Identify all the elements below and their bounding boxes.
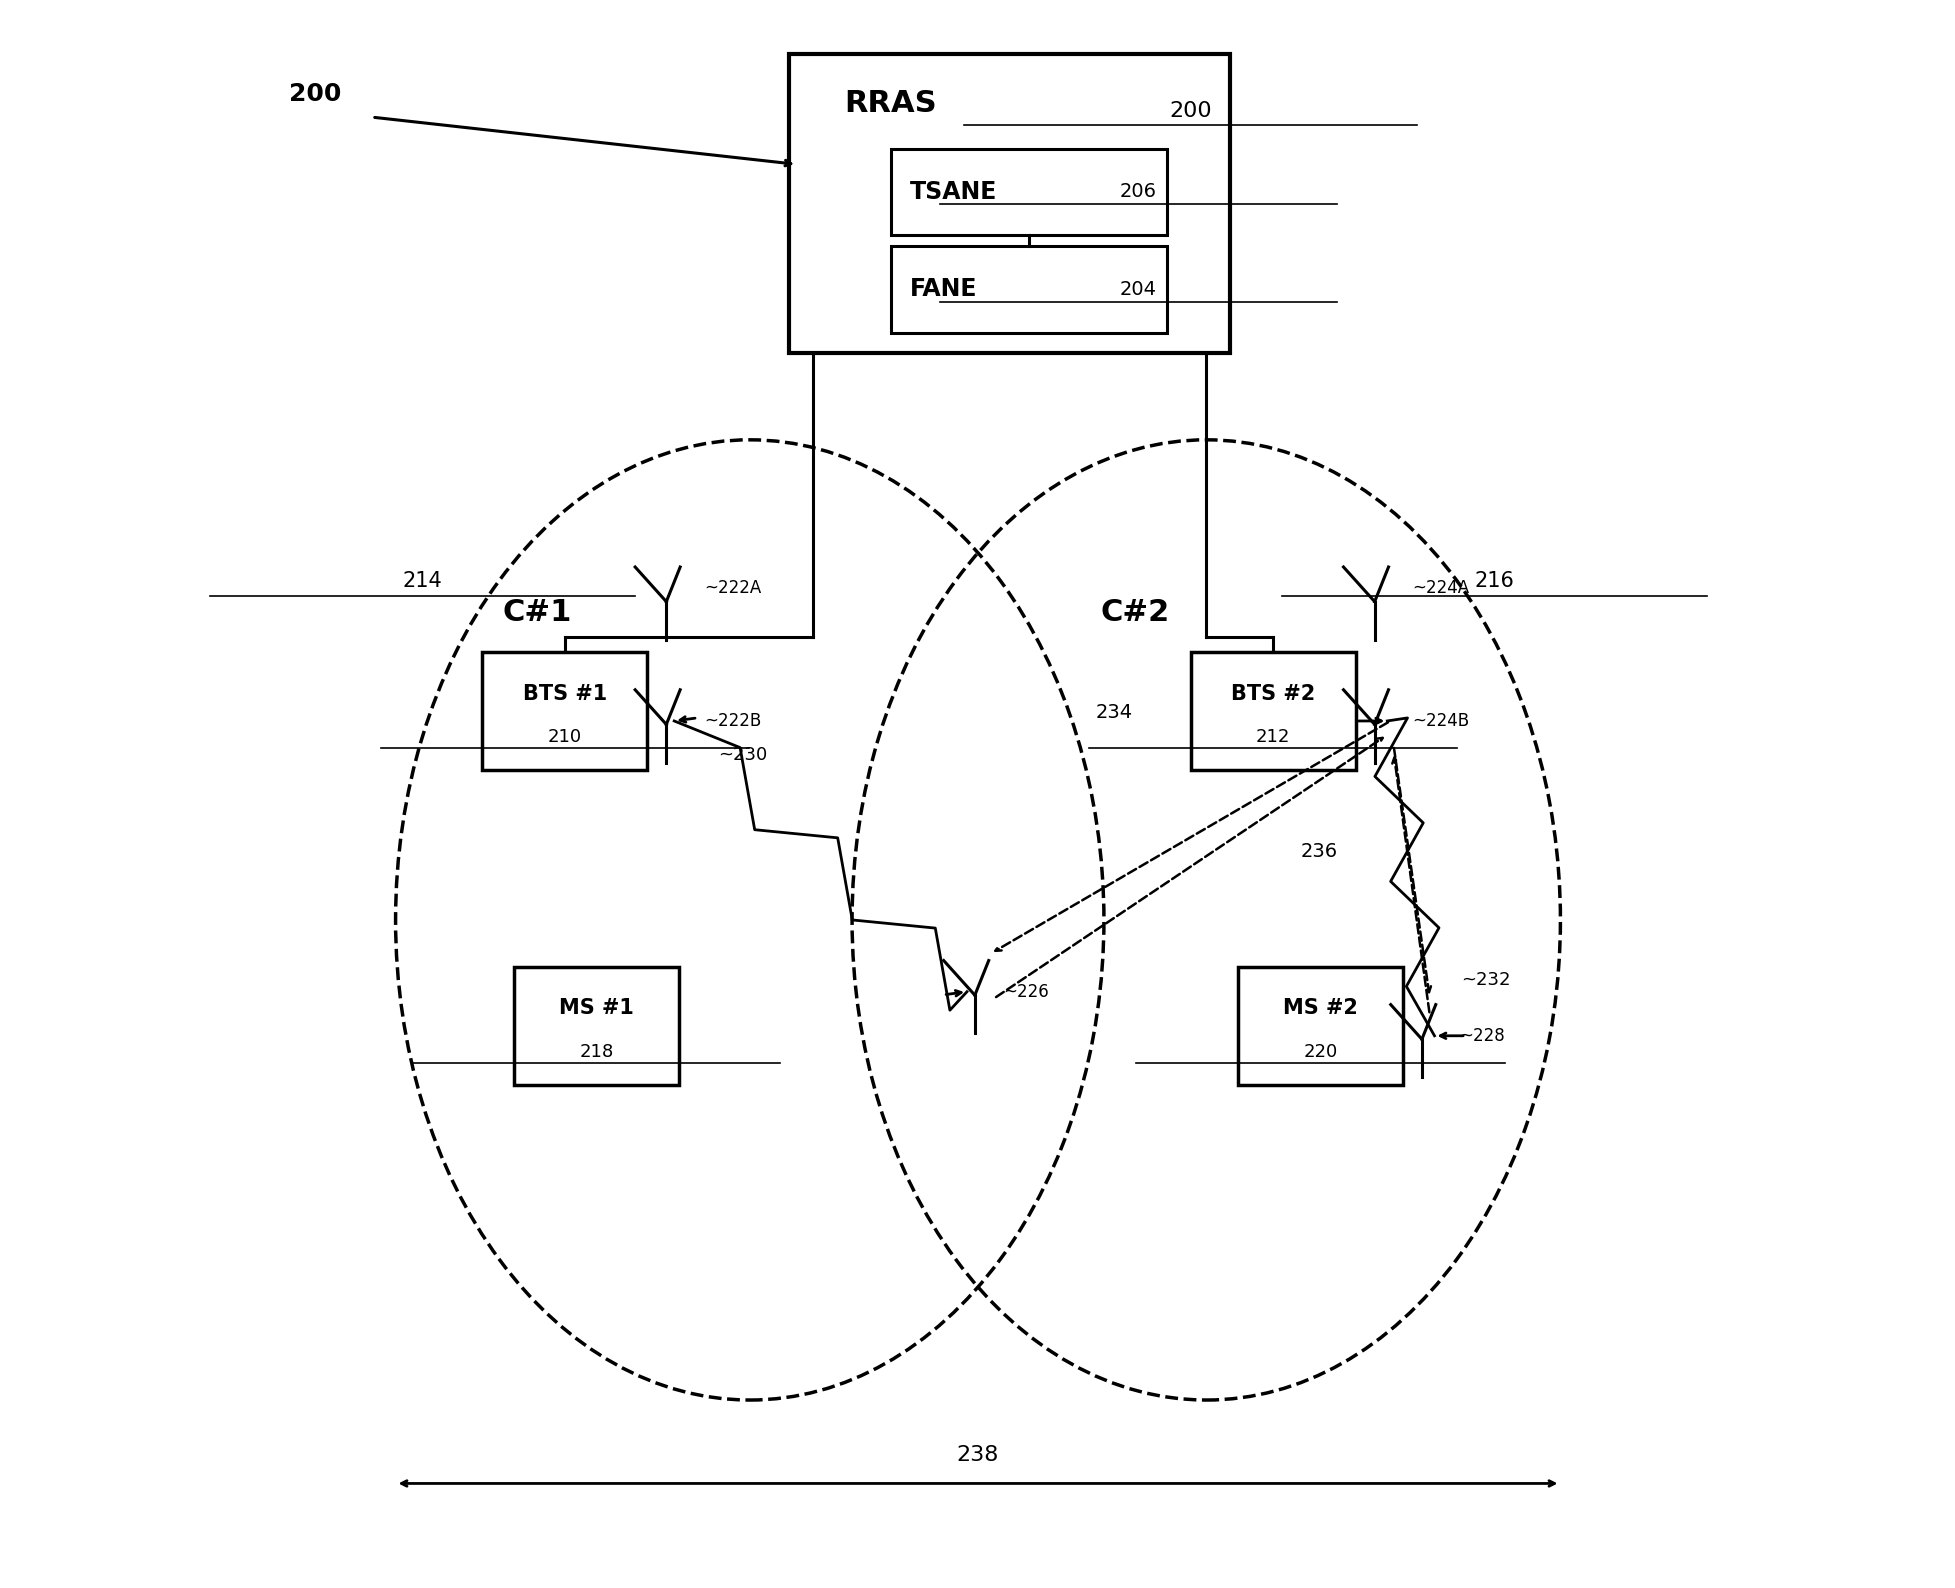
Text: 212: 212 xyxy=(1255,729,1290,746)
Text: 236: 236 xyxy=(1300,842,1337,861)
Text: 204: 204 xyxy=(1120,279,1157,299)
Text: RRAS: RRAS xyxy=(845,89,936,118)
Text: 218: 218 xyxy=(579,1043,614,1061)
Text: ~232: ~232 xyxy=(1460,972,1509,989)
Text: C#1: C#1 xyxy=(502,599,571,627)
FancyBboxPatch shape xyxy=(891,149,1167,235)
Text: ~222B: ~222B xyxy=(704,711,760,730)
Text: TSANE: TSANE xyxy=(909,179,997,203)
Text: ~224B: ~224B xyxy=(1412,711,1468,730)
Text: 220: 220 xyxy=(1302,1043,1337,1061)
Text: ~222A: ~222A xyxy=(704,578,760,597)
Text: C#2: C#2 xyxy=(1101,599,1169,627)
Text: ~226: ~226 xyxy=(1003,983,1048,1000)
Text: FANE: FANE xyxy=(909,278,978,302)
FancyBboxPatch shape xyxy=(514,967,678,1085)
Text: BTS #1: BTS #1 xyxy=(522,684,606,703)
Text: BTS #2: BTS #2 xyxy=(1230,684,1314,703)
Text: ~228: ~228 xyxy=(1458,1027,1505,1045)
Text: MS #1: MS #1 xyxy=(559,999,633,1018)
FancyBboxPatch shape xyxy=(1191,653,1355,770)
Text: 200: 200 xyxy=(289,83,340,106)
FancyBboxPatch shape xyxy=(788,54,1230,353)
FancyBboxPatch shape xyxy=(483,653,647,770)
Text: ~230: ~230 xyxy=(717,746,766,764)
Text: 200: 200 xyxy=(1169,102,1212,121)
Text: 214: 214 xyxy=(403,572,442,591)
Text: 210: 210 xyxy=(547,729,581,746)
FancyBboxPatch shape xyxy=(1238,967,1402,1085)
Text: 206: 206 xyxy=(1120,183,1157,202)
FancyBboxPatch shape xyxy=(891,246,1167,333)
Text: 234: 234 xyxy=(1095,703,1132,723)
Text: 238: 238 xyxy=(956,1445,999,1464)
Text: MS #2: MS #2 xyxy=(1282,999,1357,1018)
Text: 216: 216 xyxy=(1474,572,1513,591)
Text: ~224A: ~224A xyxy=(1412,578,1468,597)
